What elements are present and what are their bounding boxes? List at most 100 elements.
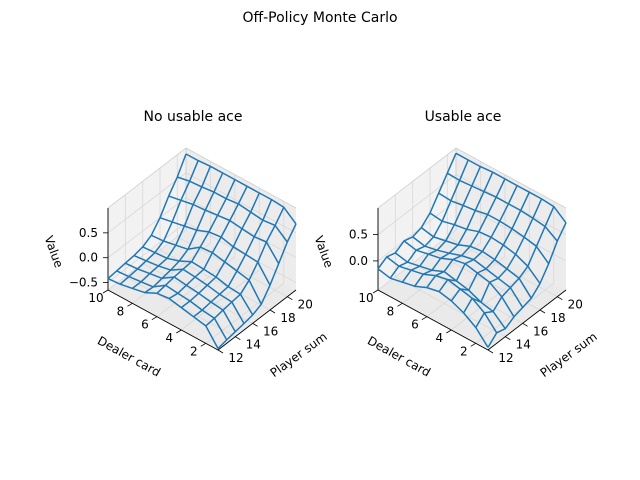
- wireframe-line-player-12: [107, 277, 219, 349]
- wireframe-line-player-21: [185, 153, 297, 225]
- y-tick-label: 14: [246, 338, 261, 352]
- axis-lines: [377, 208, 567, 351]
- y-tick-mark: [505, 336, 511, 341]
- figure-suptitle: Off-Policy Monte Carlo: [242, 10, 397, 26]
- wireframe-line-dealer-5: [168, 185, 248, 300]
- x-tick-label: 10: [358, 291, 373, 305]
- y-tick-label: 18: [550, 311, 565, 325]
- y-tick-label: 14: [516, 338, 531, 352]
- gridline-x: [132, 161, 211, 304]
- wireframe-line-player-20: [177, 176, 288, 243]
- z-tick-label: 0.5: [79, 226, 98, 240]
- x-tick-mark: [102, 289, 109, 294]
- wireframe-line-player-19: [168, 195, 280, 264]
- gridline-y: [394, 194, 506, 338]
- x-tick-label: 8: [117, 304, 125, 318]
- wireframe-line-dealer-1: [487, 222, 567, 348]
- wireframe-line-player-15: [403, 240, 515, 318]
- wireframe-line-dealer-4: [180, 192, 260, 309]
- wireframe-line-player-13: [386, 256, 498, 334]
- wireframe-line-player-18: [429, 212, 541, 284]
- x-tick-mark: [421, 316, 428, 321]
- y-tick-mark: [235, 336, 241, 341]
- wireframe-line-dealer-9: [119, 160, 199, 285]
- wireframe-line-player-17: [150, 234, 262, 305]
- y-tick-mark: [487, 349, 494, 354]
- wireframe-line-player-13: [116, 270, 228, 341]
- wireframe-line-player-14: [394, 252, 506, 330]
- subplot-title: Usable ace: [425, 109, 502, 125]
- x-tick-label: 6: [411, 318, 419, 332]
- gridline-y: [429, 168, 541, 311]
- pane-right-wall: [186, 148, 296, 290]
- x-axis-line: [107, 289, 219, 351]
- y-tick-mark: [287, 296, 293, 301]
- x-tick-mark: [446, 329, 452, 334]
- wireframe-line-player-14: [124, 262, 236, 333]
- surface-wireframe: [377, 152, 567, 348]
- axes-panes: [108, 148, 296, 350]
- x-tick-mark: [200, 342, 206, 347]
- y-tick-label: 16: [533, 324, 548, 338]
- x-tick-label: 8: [387, 304, 395, 318]
- x-tick-mark: [372, 289, 379, 294]
- gridline-x: [181, 188, 260, 331]
- wireframe-line-dealer-10: [377, 152, 457, 270]
- wireframe-line-player-12: [377, 268, 489, 348]
- wireframe-line-player-15: [133, 254, 245, 324]
- x-axis-line: [377, 289, 489, 351]
- wireframe-line-player-16: [142, 246, 254, 316]
- x-tick-label: 2: [190, 344, 198, 358]
- axis-lines: [107, 208, 297, 351]
- wireframe-line-dealer-8: [131, 166, 212, 289]
- y-tick-label: 20: [568, 298, 583, 312]
- wireframe-line-dealer-1: [217, 223, 297, 350]
- wireframe-line-dealer-3: [462, 198, 543, 314]
- x-tick-label: 4: [435, 331, 443, 345]
- x-tick-label: 6: [141, 318, 149, 332]
- y-tick-mark: [217, 349, 224, 354]
- y-tick-label: 18: [280, 311, 295, 325]
- wireframe-line-dealer-6: [156, 179, 236, 294]
- wireframe-line-player-16: [412, 236, 524, 308]
- x-tick-label: 10: [88, 291, 103, 305]
- y-tick-label: 12: [228, 351, 243, 365]
- gridline-x: [402, 161, 481, 304]
- wireframe-line-dealer-7: [414, 171, 494, 287]
- x-tick-mark: [397, 302, 403, 307]
- y-tick-label: 12: [498, 351, 513, 365]
- wireframe-line-dealer-4: [450, 191, 530, 302]
- y-tick-label: 20: [298, 298, 313, 312]
- z-axis-label: Value: [42, 234, 66, 270]
- x-axis-label: Dealer card: [365, 333, 433, 379]
- wireframe-line-dealer-3: [193, 199, 273, 318]
- y-tick-mark: [557, 296, 563, 301]
- y-axis-line: [217, 289, 297, 351]
- gridline-y: [124, 194, 236, 338]
- y-axis-line: [487, 289, 567, 351]
- x-tick-mark: [176, 329, 182, 334]
- gridline-x: [205, 201, 285, 344]
- x-tick-label: 2: [460, 344, 468, 358]
- z-tick-label: 0.5: [349, 228, 368, 242]
- z-tick-label: 0.0: [79, 251, 98, 265]
- z-tick-label: −0.5: [69, 276, 98, 290]
- x-tick-mark: [127, 302, 133, 307]
- wireframe-line-dealer-6: [426, 178, 506, 289]
- x-tick-label: 4: [165, 331, 173, 345]
- pane-right-wall: [456, 148, 566, 290]
- wireframe-line-player-17: [420, 227, 532, 299]
- wireframe-line-dealer-9: [389, 159, 469, 279]
- wireframe-line-dealer-2: [475, 206, 555, 328]
- x-axis-label: Dealer card: [95, 333, 163, 379]
- y-tick-mark: [522, 322, 528, 327]
- wireframe-line-dealer-2: [205, 206, 285, 327]
- wireframe-line-player-21: [455, 152, 567, 224]
- wireframe-line-dealer-5: [438, 185, 518, 293]
- x-tick-mark: [151, 316, 158, 321]
- y-tick-mark: [269, 309, 276, 314]
